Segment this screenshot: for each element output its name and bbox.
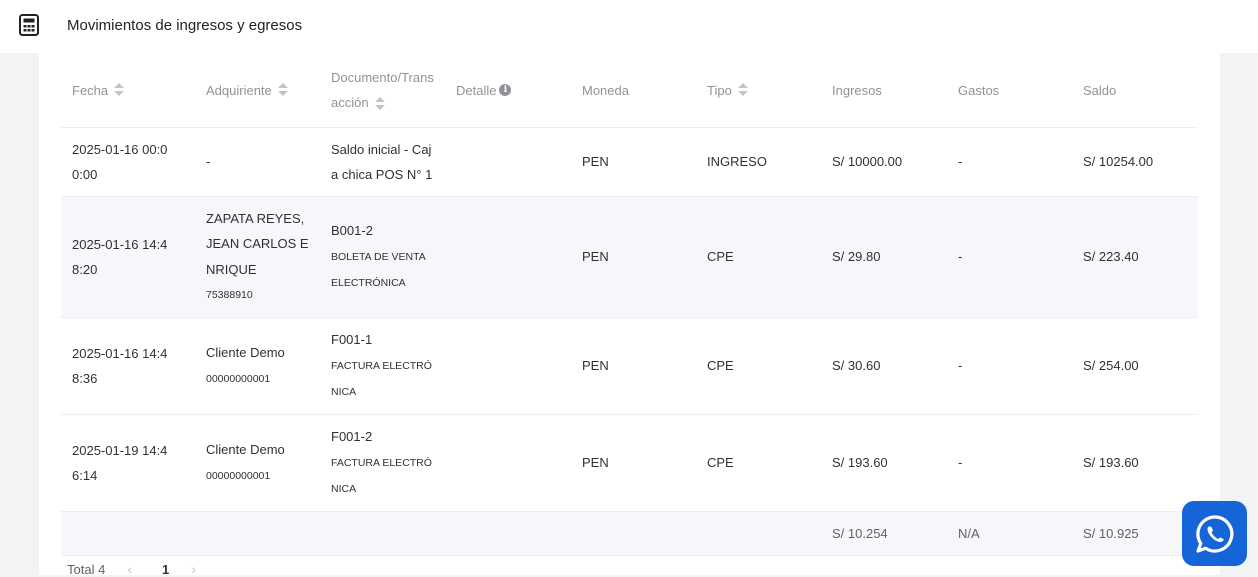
- next-page-button[interactable]: ›: [191, 561, 196, 577]
- column-header-saldo: Saldo: [1083, 82, 1117, 98]
- cell-adquiriente: -: [206, 154, 211, 170]
- total-gastos: N/A: [958, 525, 980, 541]
- cell-fecha: 2025-01-16 14:48:36: [72, 345, 168, 387]
- sort-icon[interactable]: [114, 82, 125, 98]
- column-header-documento[interactable]: Documento/Transacción: [331, 70, 434, 112]
- cell-gastos: -: [958, 455, 963, 471]
- total-saldo: S/ 10.925: [1083, 525, 1139, 541]
- sort-icon[interactable]: [374, 96, 385, 112]
- sort-icon[interactable]: [737, 82, 748, 98]
- table-row: 2025-01-16 00:00:00 - Saldo inicial - Ca…: [61, 128, 1198, 197]
- cell-documento-sub: FACTURA ELECTRÓNICA: [331, 456, 432, 495]
- prev-page-button[interactable]: ‹: [127, 561, 132, 577]
- cell-gastos: -: [958, 358, 963, 374]
- cell-tipo: INGRESO: [707, 154, 767, 170]
- cell-ingresos: S/ 29.80: [832, 249, 881, 265]
- whatsapp-icon: [1195, 514, 1233, 553]
- cell-adquiriente-doc: 00000000001: [206, 469, 271, 482]
- cell-moneda: PEN: [582, 358, 609, 374]
- cell-documento: F001-2: [331, 429, 373, 445]
- page-title: Movimientos de ingresos y egresos: [67, 17, 303, 34]
- pagination-total: Total 4: [67, 561, 106, 577]
- cell-tipo: CPE: [707, 455, 734, 471]
- table-row: 2025-01-16 14:48:20 ZAPATA REYES, JEAN C…: [61, 197, 1198, 318]
- column-header-fecha[interactable]: Fecha: [72, 53, 125, 127]
- cell-moneda: PEN: [582, 455, 609, 471]
- column-header-detalle: Detalle i: [456, 53, 512, 127]
- column-header-moneda: Moneda: [582, 82, 629, 98]
- cell-documento-sub: FACTURA ELECTRÓNICA: [331, 359, 432, 398]
- cell-fecha: 2025-01-16 00:00:00: [72, 141, 168, 183]
- cell-adquiriente: ZAPATA REYES, JEAN CARLOS ENRIQUE: [206, 210, 309, 277]
- column-header-gastos: Gastos: [958, 82, 1000, 98]
- cell-fecha: 2025-01-16 14:48:20: [72, 236, 168, 278]
- cell-gastos: -: [958, 154, 963, 170]
- calculator-icon: [19, 14, 39, 36]
- whatsapp-button[interactable]: [1182, 501, 1247, 566]
- column-header-tipo[interactable]: Tipo: [707, 53, 748, 127]
- cell-gastos: -: [958, 249, 963, 265]
- total-ingresos: S/ 10.254: [832, 525, 888, 541]
- cell-fecha: 2025-01-19 14:46:14: [72, 442, 168, 484]
- cell-documento: F001-1: [331, 332, 373, 348]
- totals-row: S/ 10.254 N/A S/ 10.925: [61, 512, 1198, 556]
- cell-adquiriente: Cliente Demo: [206, 442, 285, 458]
- cell-moneda: PEN: [582, 154, 609, 170]
- info-icon[interactable]: i: [499, 84, 512, 96]
- cell-ingresos: S/ 30.60: [832, 358, 881, 374]
- sort-icon[interactable]: [277, 82, 288, 98]
- cell-ingresos: S/ 10000.00: [832, 154, 903, 170]
- cell-ingresos: S/ 193.60: [832, 455, 888, 471]
- top-bar: Movimientos de ingresos y egresos: [0, 0, 1258, 53]
- page-1-button[interactable]: 1: [161, 561, 170, 577]
- cell-tipo: CPE: [707, 249, 734, 265]
- column-header-adquiriente[interactable]: Adquiriente: [206, 53, 288, 127]
- cell-moneda: PEN: [582, 249, 609, 265]
- table-header: Fecha Adquiriente Documento/Transacción …: [61, 53, 1198, 128]
- cell-adquiriente: Cliente Demo: [206, 345, 285, 361]
- cell-saldo: S/ 223.40: [1083, 249, 1139, 265]
- table-row: 2025-01-19 14:46:14 Cliente Demo 0000000…: [61, 415, 1198, 512]
- movements-card: Fecha Adquiriente Documento/Transacción …: [39, 53, 1220, 577]
- table-row: 2025-01-16 14:48:36 Cliente Demo 0000000…: [61, 318, 1198, 415]
- movements-table: Fecha Adquiriente Documento/Transacción …: [61, 53, 1198, 556]
- cell-documento-sub: BOLETA DE VENTA ELECTRÓNICA: [331, 250, 426, 289]
- cell-adquiriente-doc: 00000000001: [206, 372, 271, 385]
- cell-saldo: S/ 10254.00: [1083, 154, 1154, 170]
- cell-adquiriente-doc: 75388910: [206, 289, 253, 302]
- column-header-ingresos: Ingresos: [832, 82, 882, 98]
- cell-documento: Saldo inicial - Caja chica POS N° 1: [331, 141, 433, 183]
- cell-documento: B001-2: [331, 223, 373, 239]
- cell-saldo: S/ 193.60: [1083, 455, 1139, 471]
- cell-tipo: CPE: [707, 358, 734, 374]
- cell-saldo: S/ 254.00: [1083, 358, 1139, 374]
- pagination: Total 4 ‹ 1 ›: [67, 561, 196, 577]
